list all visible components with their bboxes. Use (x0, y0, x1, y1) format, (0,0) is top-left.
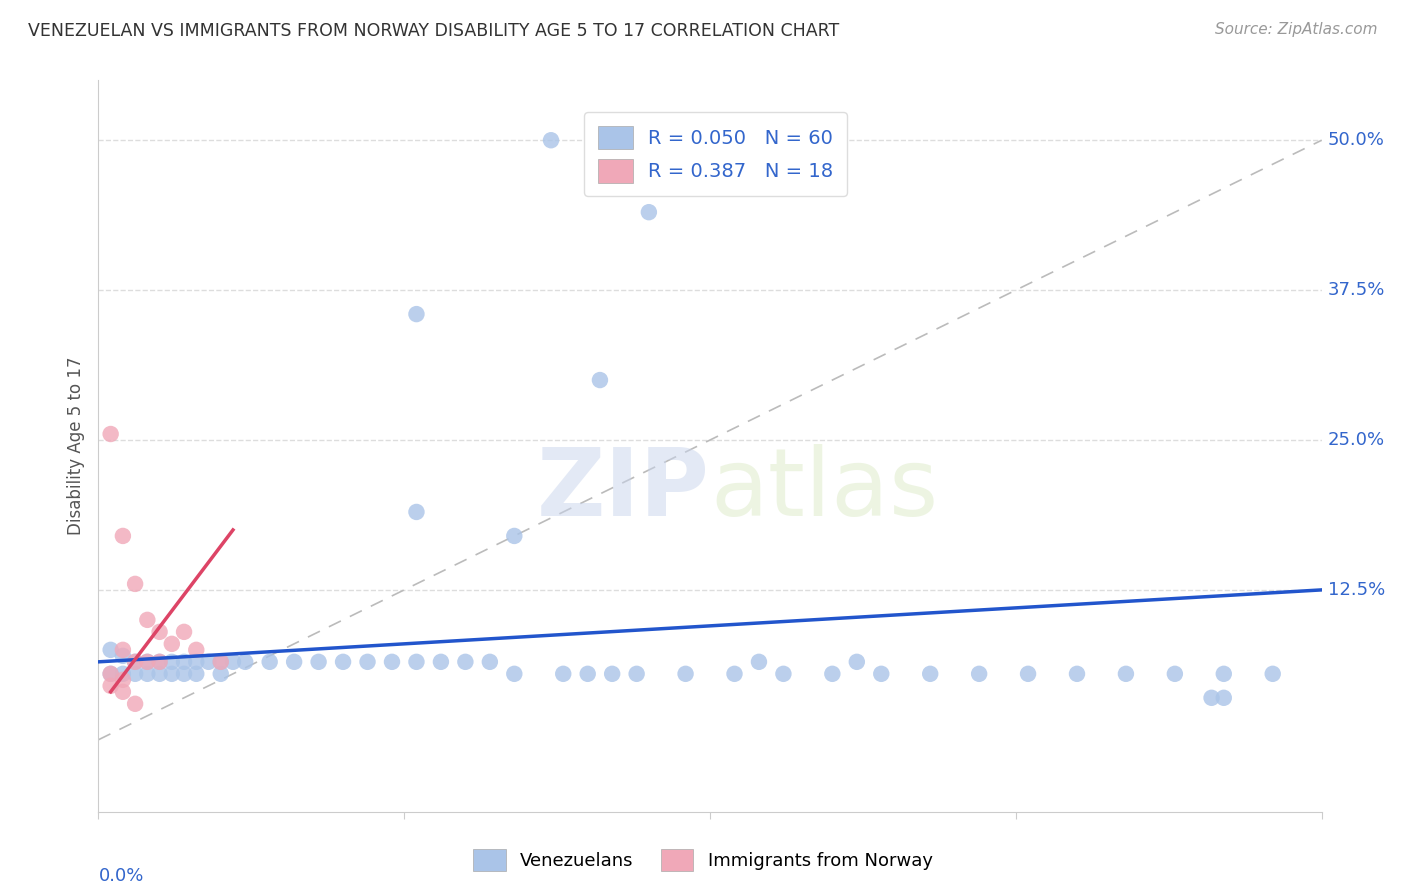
Point (173, 655, 195, 669)
Point (381, 655, 404, 669)
Point (124, 577, 146, 591)
Point (160, 666, 183, 681)
Point (870, 666, 893, 681)
Point (1164, 666, 1187, 681)
Point (136, 666, 159, 681)
Point (1017, 666, 1039, 681)
Point (1212, 666, 1234, 681)
Point (149, 666, 172, 681)
Point (845, 655, 868, 669)
Point (405, 307, 427, 321)
Point (259, 655, 281, 669)
Point (356, 655, 378, 669)
Point (111, 673, 134, 687)
Point (503, 529, 526, 543)
Point (136, 655, 159, 669)
Point (308, 655, 330, 669)
Point (100, 666, 122, 681)
Point (124, 697, 146, 711)
Point (160, 637, 183, 651)
Y-axis label: Disability Age 5 to 17: Disability Age 5 to 17 (67, 357, 86, 535)
Point (723, 666, 745, 681)
Point (283, 655, 305, 669)
Point (405, 655, 427, 669)
Point (209, 666, 232, 681)
Point (589, 373, 612, 387)
Text: 50.0%: 50.0% (1327, 131, 1385, 149)
Text: 37.5%: 37.5% (1327, 281, 1385, 299)
Point (821, 666, 844, 681)
Point (503, 666, 526, 681)
Point (186, 643, 208, 657)
Point (186, 666, 208, 681)
Point (173, 624, 195, 639)
Point (209, 655, 232, 669)
Text: 0.0%: 0.0% (98, 867, 143, 885)
Point (136, 655, 159, 669)
Text: ZIP: ZIP (537, 444, 710, 536)
Legend: R = 0.050   N = 60, R = 0.387   N = 18: R = 0.050 N = 60, R = 0.387 N = 18 (583, 112, 846, 196)
Point (100, 666, 122, 681)
Point (124, 655, 146, 669)
Point (1066, 666, 1088, 681)
Point (111, 666, 134, 681)
Point (748, 655, 770, 669)
Point (173, 666, 195, 681)
Point (111, 529, 134, 543)
Point (186, 655, 208, 669)
Point (149, 624, 172, 639)
Point (209, 655, 232, 669)
Point (540, 133, 562, 147)
Point (149, 655, 172, 669)
Point (124, 655, 146, 669)
Point (197, 655, 219, 669)
Point (920, 666, 942, 681)
Point (124, 666, 146, 681)
Point (136, 613, 159, 627)
Point (637, 205, 661, 219)
Text: 25.0%: 25.0% (1327, 431, 1385, 449)
Point (1115, 666, 1137, 681)
Point (405, 505, 427, 519)
Point (332, 655, 354, 669)
Point (600, 666, 623, 681)
Point (1212, 690, 1234, 705)
Point (111, 648, 134, 663)
Point (576, 666, 599, 681)
Point (111, 643, 134, 657)
Point (772, 666, 794, 681)
Point (478, 655, 501, 669)
Point (100, 427, 122, 442)
Point (967, 666, 990, 681)
Point (100, 679, 122, 693)
Point (100, 643, 122, 657)
Point (454, 655, 477, 669)
Text: VENEZUELAN VS IMMIGRANTS FROM NORWAY DISABILITY AGE 5 TO 17 CORRELATION CHART: VENEZUELAN VS IMMIGRANTS FROM NORWAY DIS… (28, 22, 839, 40)
Point (149, 655, 172, 669)
Point (553, 666, 575, 681)
Point (430, 655, 453, 669)
Point (160, 655, 183, 669)
Text: Source: ZipAtlas.com: Source: ZipAtlas.com (1215, 22, 1378, 37)
Point (233, 655, 256, 669)
Point (626, 666, 648, 681)
Text: atlas: atlas (710, 444, 938, 536)
Point (675, 666, 697, 681)
Point (222, 655, 245, 669)
Point (111, 685, 134, 699)
Point (1261, 666, 1284, 681)
Legend: Venezuelans, Immigrants from Norway: Venezuelans, Immigrants from Norway (465, 842, 941, 879)
Text: 12.5%: 12.5% (1327, 581, 1385, 599)
Point (1201, 690, 1223, 705)
